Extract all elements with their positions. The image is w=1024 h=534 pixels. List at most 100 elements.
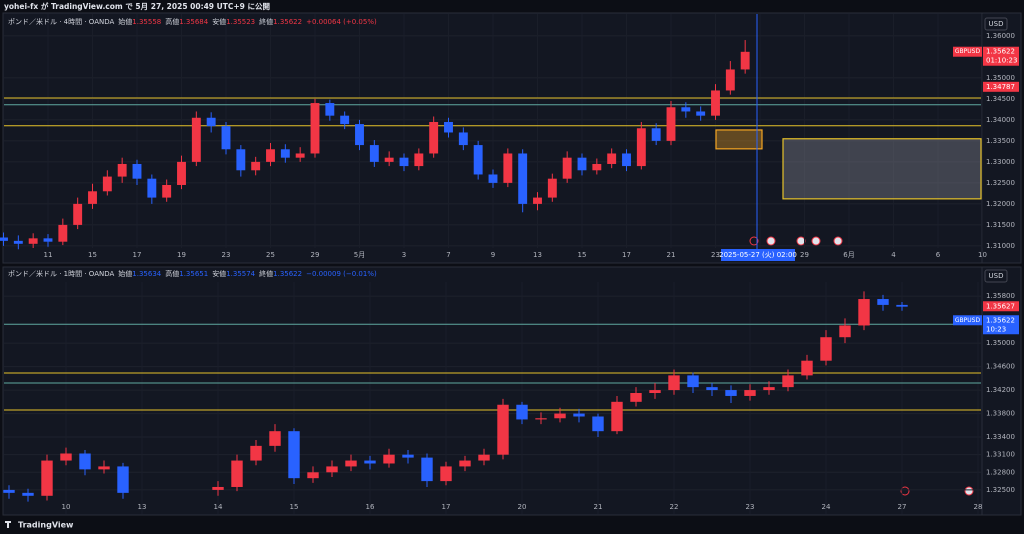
candle-body (744, 390, 756, 396)
change: −0.00009 (−0.01%) (306, 270, 377, 278)
candle-body (369, 145, 379, 162)
candle-body (547, 178, 557, 198)
candle-body (212, 486, 224, 490)
candle-body (488, 174, 498, 183)
candle-body (516, 404, 528, 420)
candle-body (421, 457, 433, 482)
symbol: ポンド／米ドル · 1時間 · OANDA (8, 269, 114, 278)
candle-body (592, 416, 604, 432)
candle-body (355, 124, 364, 146)
candle-body (459, 460, 471, 467)
candle-body (41, 460, 53, 496)
candle-body (98, 466, 110, 470)
candle-body (251, 161, 261, 171)
symbol-badge (953, 46, 982, 57)
x-tick-label: 6月 (843, 251, 854, 259)
candle-body (221, 126, 231, 150)
ohlc-value: 1.35651 (179, 270, 208, 278)
candle-body (518, 153, 528, 204)
candle-body (58, 224, 68, 242)
x-tick-label: 9 (491, 251, 495, 259)
candle-body (877, 299, 889, 305)
ohlc-value: 1.35634 (132, 270, 161, 278)
y-tick-label: 1.35000 (986, 74, 1015, 82)
candle-body (666, 107, 676, 141)
candle-body (132, 163, 142, 179)
candle-body (0, 237, 8, 241)
candle-body (310, 103, 320, 154)
x-tick-label: 29 (311, 251, 320, 259)
y-tick-label: 1.33400 (986, 433, 1015, 441)
ohlc-value: 1.35622 (273, 18, 302, 26)
panel-bottom (2, 266, 1022, 516)
ohlc-label: 終値 (259, 269, 273, 278)
candle-body (236, 149, 246, 171)
candle-body (88, 191, 97, 204)
candle-body (839, 325, 851, 338)
countdown: 01:10:23 (986, 57, 1017, 65)
ohlc-label: 終値 (259, 17, 273, 26)
candle-body (636, 128, 646, 167)
x-tick-label: 15 (578, 251, 587, 259)
candle-body (147, 178, 157, 198)
candle-body (444, 121, 453, 133)
y-tick-label: 1.33100 (986, 451, 1015, 459)
change: +0.00064 (+0.05%) (306, 18, 377, 26)
currency: USD (989, 20, 1004, 28)
candle-body (725, 69, 735, 91)
candle-body (725, 390, 737, 396)
x-tick-label: 3 (402, 251, 406, 259)
candle-body (117, 466, 129, 493)
x-tick-label: 4 (891, 251, 896, 259)
currency: USD (989, 272, 1004, 280)
candle-body (630, 393, 642, 402)
ohlc-label: 始値 (118, 17, 132, 26)
ohlc-value: 1.35574 (226, 270, 255, 278)
crosshair-label: 2025-05-27 (火) 02:00 (719, 251, 797, 259)
candle-body (364, 460, 376, 464)
candle-body (535, 418, 547, 420)
candle-body (269, 431, 281, 446)
x-tick-label: 21 (667, 251, 676, 259)
x-tick-label: 17 (133, 251, 142, 259)
x-tick-label: 13 (533, 251, 542, 259)
candle-body (162, 184, 172, 198)
y-tick-label: 1.33800 (986, 410, 1015, 418)
symbol-tag: GBPUSD (955, 48, 981, 55)
candle-body (326, 466, 338, 473)
x-tick-label: 16 (366, 503, 375, 511)
x-tick-label: 29 (800, 251, 809, 259)
symbol-badge (953, 315, 982, 326)
x-tick-label: 14 (214, 503, 223, 511)
candle-body (478, 454, 490, 461)
candle-body (429, 121, 439, 154)
candle-body (554, 413, 566, 419)
candle-body (562, 157, 572, 179)
countdown: 10:23 (986, 325, 1006, 333)
candle-body (622, 153, 631, 167)
y-tick-label: 1.36000 (986, 32, 1015, 40)
candle-body (497, 404, 509, 455)
legend-header: ポンド／米ドル · 4時間 · OANDA 始値1.35558 高値1.35684 安… (8, 17, 377, 26)
last-price: 1.35622 (986, 316, 1015, 324)
x-tick-label: 20 (518, 503, 527, 511)
candle-body (177, 161, 186, 185)
event-icon (900, 486, 910, 496)
event-icon (964, 486, 974, 496)
ohlc-label: 安値 (212, 17, 226, 26)
candle-body (250, 445, 262, 461)
symbol: ポンド／米ドル · 4時間 · OANDA (8, 17, 114, 26)
y-tick-label: 1.32500 (986, 179, 1015, 187)
candle-body (440, 466, 452, 482)
candle-body (117, 163, 127, 177)
x-tick-label: 15 (88, 251, 97, 259)
legend-header: ポンド／米ドル · 1時間 · OANDA 始値1.35634 高値1.35651 安… (8, 269, 377, 278)
y-tick-label: 1.34000 (986, 116, 1015, 124)
panel-top (2, 12, 1022, 264)
event-icons (749, 236, 974, 496)
x-tick-label: 7 (446, 251, 450, 259)
candle-body (102, 176, 112, 192)
candle-body (288, 431, 300, 479)
candle-body (651, 128, 661, 141)
